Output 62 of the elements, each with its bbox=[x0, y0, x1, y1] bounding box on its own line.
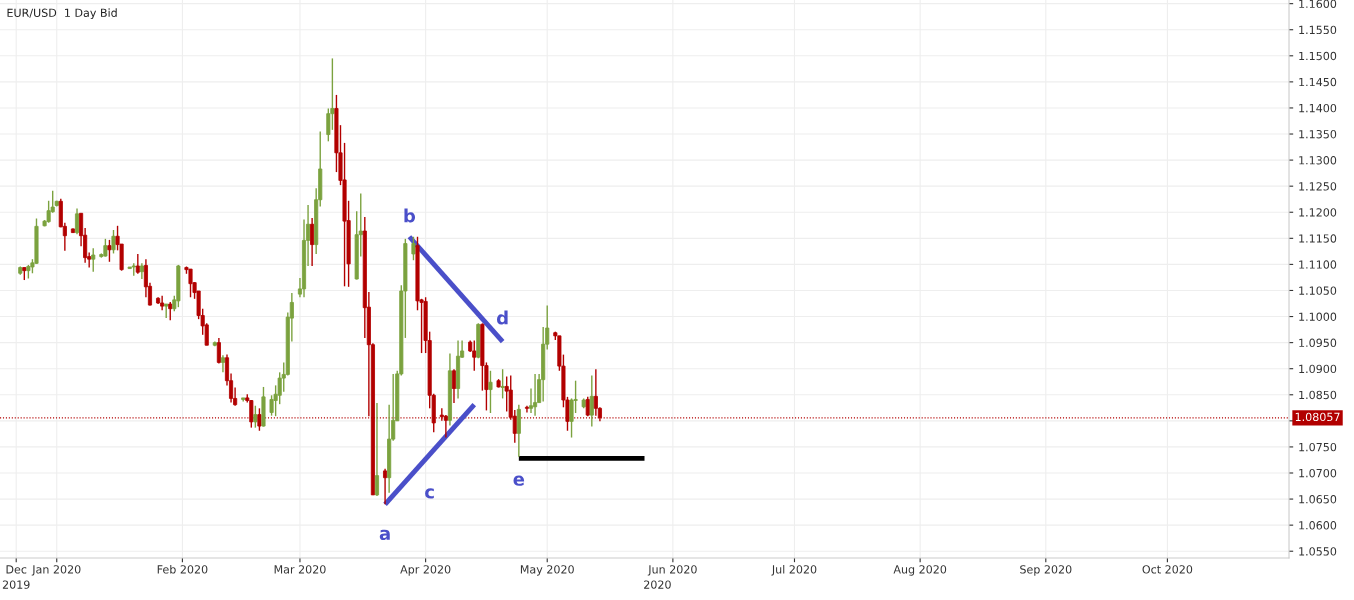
x-tick-label: Oct 2020 bbox=[1142, 565, 1193, 574]
candlestick bbox=[168, 301, 173, 321]
y-tick-label: 1.0650 bbox=[1299, 495, 1337, 504]
x-tick-label: Dec bbox=[6, 565, 27, 574]
candlestick bbox=[160, 294, 165, 311]
candlestick bbox=[500, 368, 505, 400]
candlestick bbox=[374, 402, 380, 497]
y-tick-label: 1.0950 bbox=[1299, 338, 1337, 347]
x-tick-label: Sep 2020 bbox=[1020, 565, 1072, 576]
y-tick-label: 1.0850 bbox=[1299, 390, 1337, 400]
annotation: e bbox=[513, 475, 525, 486]
ref-line-label: 1.08057 bbox=[1295, 412, 1340, 422]
x-tick-label: Jun 2020 bbox=[647, 565, 697, 576]
candlestick bbox=[253, 405, 258, 429]
x-tick-label: Apr 2020 bbox=[400, 565, 451, 576]
candlestick bbox=[451, 368, 457, 404]
annotation: c bbox=[425, 488, 434, 499]
y-tick-label: 1.1400 bbox=[1299, 103, 1337, 113]
x-tick-label: Aug 2020 bbox=[893, 565, 947, 576]
candlestick bbox=[310, 217, 315, 267]
text: 2020 bbox=[644, 580, 671, 589]
annotation: a bbox=[379, 529, 390, 541]
candlestick bbox=[383, 468, 388, 505]
y-tick-label: 1.1600 bbox=[1299, 0, 1337, 9]
candlestick bbox=[107, 239, 112, 263]
y-tick-label: 1.1150 bbox=[1299, 234, 1337, 243]
annotation: b bbox=[404, 208, 416, 223]
candlestick bbox=[91, 247, 96, 273]
candlestick bbox=[188, 268, 193, 298]
candlestick bbox=[411, 236, 416, 261]
y-tick-label: 1.0750 bbox=[1299, 442, 1337, 452]
x-tick-label: Jul 2020 bbox=[771, 564, 817, 576]
y-tick-label: 1.1100 bbox=[1299, 260, 1337, 269]
y-tick-label: 1.0900 bbox=[1299, 364, 1337, 374]
candlestick bbox=[220, 354, 225, 374]
candlestick bbox=[111, 229, 116, 255]
y-tick-label: 1.1200 bbox=[1299, 208, 1337, 217]
y-tick-label: 1.1300 bbox=[1299, 156, 1337, 165]
candlestick bbox=[516, 403, 521, 458]
text: EUR/USD 1 Day Bid bbox=[7, 8, 117, 20]
y-tick-label: 1.1500 bbox=[1299, 51, 1337, 61]
x-tick-label: Jan 2020 bbox=[31, 565, 81, 576]
y-tick-label: 1.1250 bbox=[1299, 182, 1337, 191]
y-tick-label: 1.0700 bbox=[1299, 468, 1337, 478]
candlestick bbox=[164, 303, 169, 319]
y-tick-label: 1.1450 bbox=[1299, 77, 1337, 87]
candlestick bbox=[257, 407, 262, 432]
candlestick bbox=[524, 405, 529, 414]
candlestick bbox=[472, 339, 477, 372]
text: 2019 bbox=[2, 580, 30, 589]
x-tick-label: Feb 2020 bbox=[157, 564, 208, 574]
y-tick-label: 1.1350 bbox=[1299, 130, 1337, 139]
y-tick-label: 1.0600 bbox=[1299, 521, 1337, 530]
x-tick-label: May 2020 bbox=[520, 565, 574, 576]
x-tick-label: Mar 2020 bbox=[274, 565, 326, 574]
candlestick bbox=[533, 373, 538, 417]
y-tick-label: 1.1000 bbox=[1299, 312, 1337, 321]
annotation: d bbox=[496, 310, 508, 325]
y-tick-label: 1.1550 bbox=[1299, 25, 1337, 35]
candlestick bbox=[488, 370, 493, 414]
y-tick-label: 1.1050 bbox=[1299, 286, 1337, 295]
y-tick-label: 1.0550 bbox=[1299, 547, 1337, 556]
